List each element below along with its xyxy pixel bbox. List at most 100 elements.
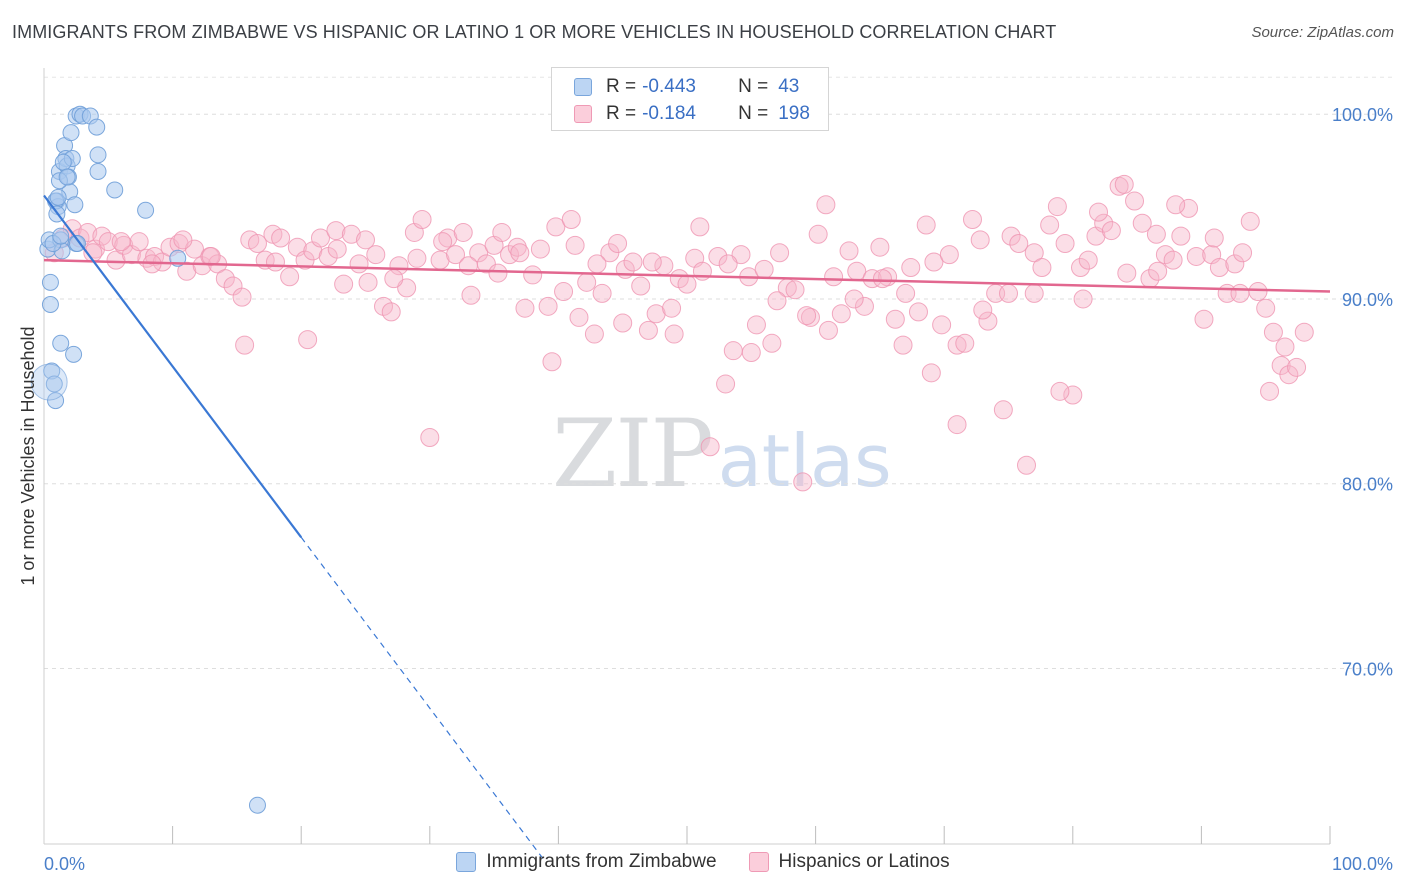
- data-point-hispanics: [754, 259, 774, 279]
- trend-lines: [43, 194, 1331, 863]
- legend-r-label: R =: [606, 76, 637, 97]
- data-point-hispanics: [870, 237, 890, 257]
- data-point-hispanics: [896, 283, 916, 303]
- data-point-hispanics: [326, 221, 346, 241]
- data-point-hispanics: [1155, 245, 1175, 265]
- data-point-hispanics: [1117, 263, 1137, 283]
- data-point-hispanics: [718, 254, 738, 274]
- legend-swatch-zimbabwe: [456, 852, 477, 872]
- data-point-hispanics: [1279, 365, 1299, 385]
- legend-swatch-zimbabwe: [574, 78, 592, 96]
- data-point-hispanics: [741, 343, 761, 363]
- data-point-hispanics: [78, 222, 98, 242]
- data-point-zimbabwe: [54, 153, 72, 171]
- data-point-hispanics: [1233, 243, 1253, 263]
- data-point-hispanics: [561, 210, 581, 230]
- trend-line-zimbabwe: [43, 194, 303, 538]
- series-zimbabwe-points: [30, 105, 266, 814]
- trend-line-zimbabwe-extrapolated: [300, 536, 547, 863]
- data-point-hispanics: [1163, 250, 1183, 270]
- data-point-hispanics: [839, 241, 859, 261]
- legend-item-hispanics: Hispanics or Latinos: [748, 851, 950, 873]
- data-point-hispanics: [453, 222, 473, 242]
- data-point-hispanics: [844, 289, 864, 309]
- data-point-hispanics: [947, 415, 967, 435]
- data-point-hispanics: [1032, 258, 1052, 278]
- data-point-hispanics: [731, 245, 751, 265]
- data-point-hispanics: [1132, 213, 1152, 233]
- data-point-hispanics: [507, 237, 527, 257]
- series-hispanics-points: [44, 174, 1314, 492]
- data-point-hispanics: [1294, 322, 1314, 342]
- data-point-hispanics: [280, 267, 300, 287]
- data-point-hispanics: [327, 239, 347, 259]
- data-point-hispanics: [397, 278, 417, 298]
- data-point-hispanics: [921, 363, 941, 383]
- data-point-hispanics: [1047, 197, 1067, 217]
- data-point-hispanics: [201, 246, 221, 266]
- data-point-hispanics: [1209, 258, 1229, 278]
- data-point-hispanics: [1240, 211, 1260, 231]
- data-point-hispanics: [1263, 322, 1283, 342]
- data-point-hispanics: [235, 335, 255, 355]
- data-point-hispanics: [623, 252, 643, 272]
- data-point-zimbabwe: [137, 201, 155, 219]
- y-tick-label: 70.0%: [1342, 659, 1393, 679]
- legend-swatch-hispanics: [748, 852, 769, 872]
- data-point-hispanics: [446, 245, 466, 265]
- trend-line-hispanics: [43, 258, 1331, 293]
- data-point-hispanics: [358, 272, 378, 292]
- data-point-hispanics: [677, 274, 697, 294]
- data-point-hispanics: [662, 298, 682, 318]
- data-point-hispanics: [412, 210, 432, 230]
- data-point-hispanics: [1073, 289, 1093, 309]
- data-point-hispanics: [1017, 455, 1037, 475]
- data-point-hispanics: [646, 304, 666, 324]
- data-point-hispanics: [1024, 283, 1044, 303]
- data-point-zimbabwe: [30, 363, 68, 401]
- data-point-hispanics: [1260, 381, 1280, 401]
- legend-n-value: 43: [778, 76, 800, 97]
- data-point-hispanics: [1275, 337, 1295, 357]
- data-point-hispanics: [939, 245, 959, 265]
- x-ticks: [172, 826, 1331, 844]
- data-point-hispanics: [613, 313, 633, 333]
- legend-n-label: N =: [738, 76, 769, 97]
- data-point-hispanics: [1287, 357, 1307, 377]
- source-credit: Source: ZipAtlas.com: [1251, 24, 1394, 41]
- data-point-hispanics: [793, 472, 813, 492]
- data-point-hispanics: [587, 254, 607, 274]
- data-point-zimbabwe: [62, 124, 80, 142]
- data-point-hispanics: [690, 217, 710, 237]
- data-point-hispanics: [932, 315, 952, 335]
- data-point-hispanics: [854, 296, 874, 316]
- data-point-zimbabwe: [45, 375, 63, 393]
- data-point-zimbabwe: [52, 334, 70, 352]
- data-point-hispanics: [106, 250, 126, 270]
- data-point-hispanics: [546, 217, 566, 237]
- data-point-hispanics: [962, 210, 982, 230]
- x-tick-label-max: 100.0%: [1332, 854, 1393, 874]
- data-point-hispanics: [374, 296, 394, 316]
- data-point-zimbabwe: [41, 273, 59, 291]
- data-point-hispanics: [924, 252, 944, 272]
- data-point-hispanics: [569, 307, 589, 327]
- data-point-hispanics: [420, 428, 440, 448]
- data-point-hispanics: [341, 224, 361, 244]
- chart-title: IMMIGRANTS FROM ZIMBABWE VS HISPANIC OR …: [12, 22, 1057, 42]
- data-point-hispanics: [816, 195, 836, 215]
- legend-label-zimbabwe: Immigrants from Zimbabwe: [486, 851, 717, 872]
- data-point-hispanics: [955, 333, 975, 353]
- data-point-zimbabwe: [49, 188, 67, 206]
- data-point-hispanics: [215, 269, 235, 289]
- data-point-hispanics: [389, 256, 409, 276]
- data-point-hispanics: [310, 228, 330, 248]
- y-tick-label: 100.0%: [1332, 105, 1393, 125]
- data-point-hispanics: [999, 283, 1018, 303]
- data-point-zimbabwe: [248, 796, 266, 814]
- data-point-hispanics: [785, 280, 805, 300]
- data-point-hispanics: [469, 243, 489, 263]
- watermark-zip: ZIP: [552, 400, 714, 509]
- data-point-hispanics: [901, 258, 921, 278]
